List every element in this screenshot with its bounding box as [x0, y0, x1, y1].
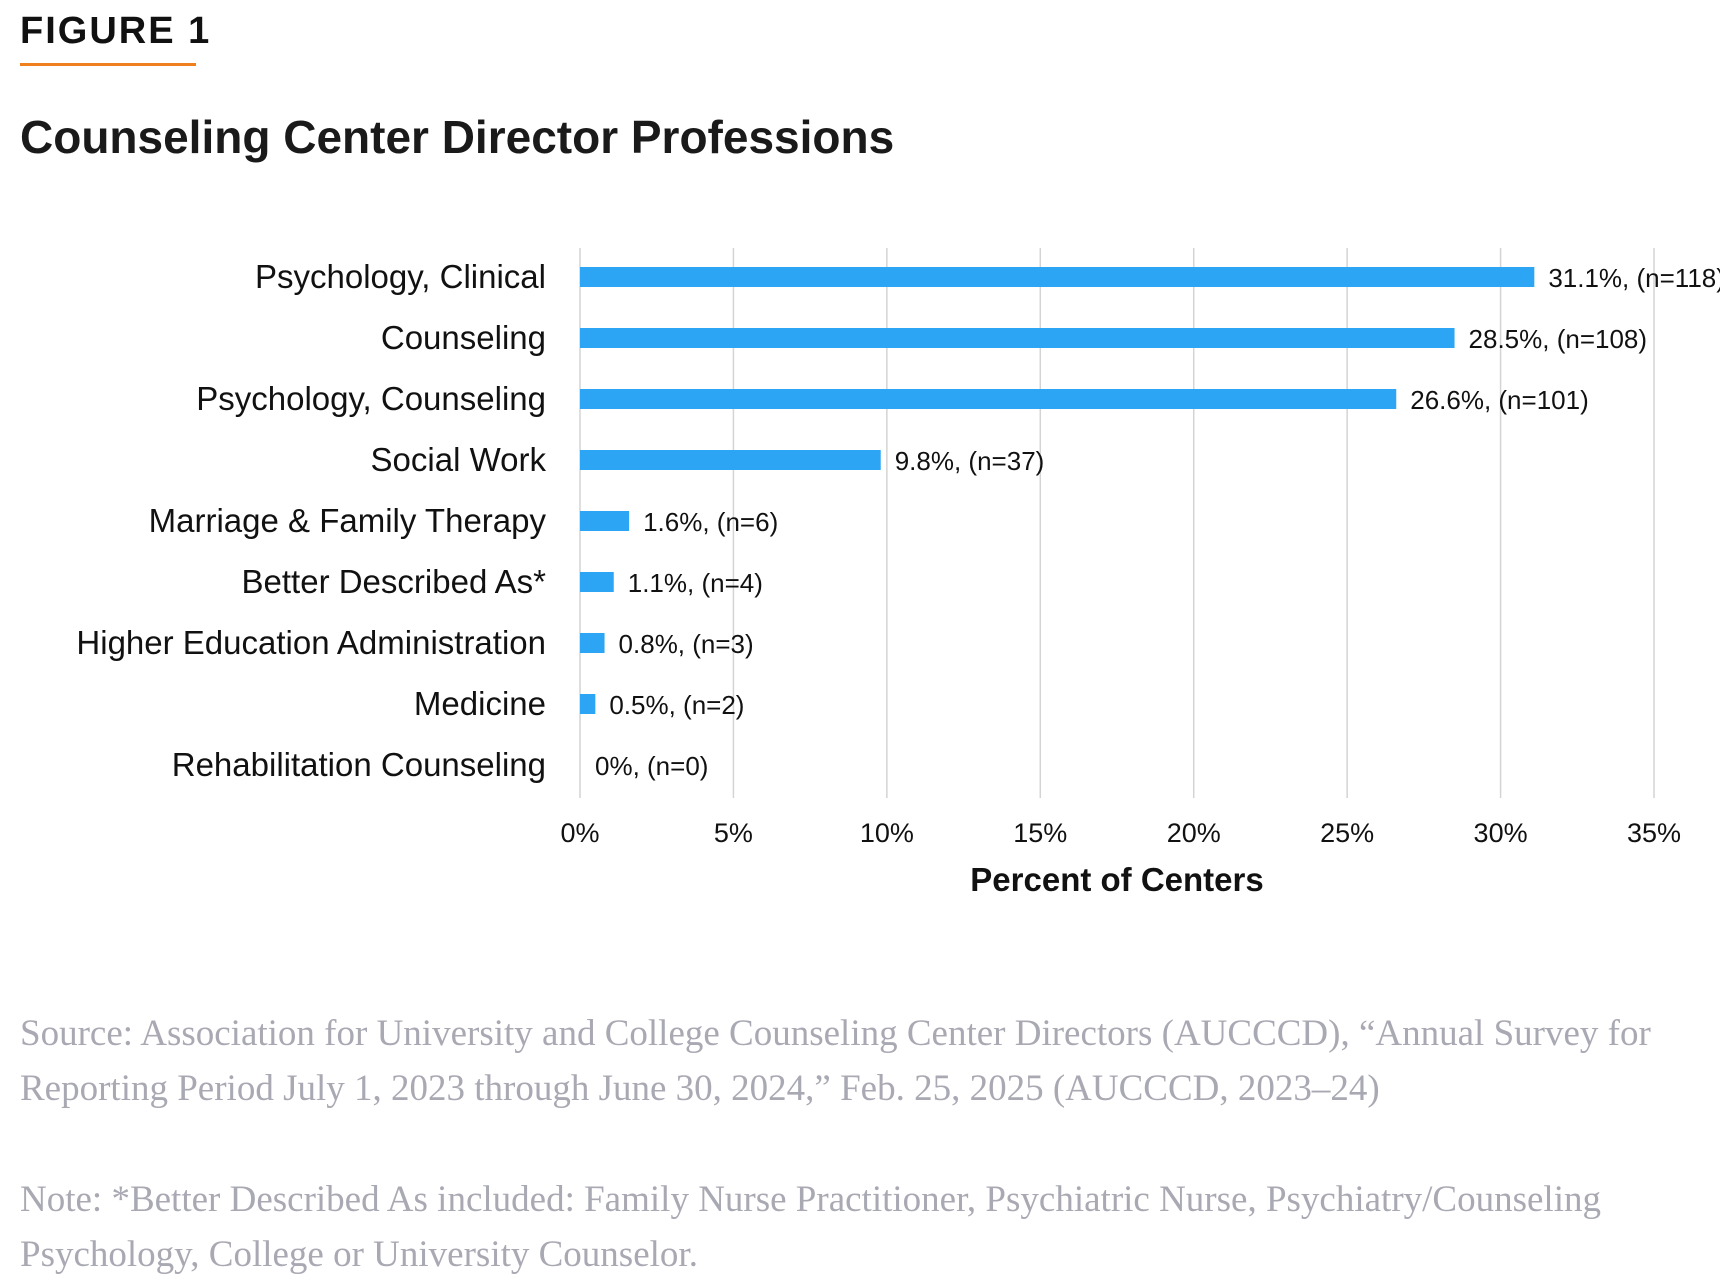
bar	[580, 328, 1455, 348]
x-tick-label: 5%	[714, 818, 753, 848]
bar	[580, 694, 596, 714]
footnote: Note: *Better Described As included: Fam…	[20, 1179, 1601, 1275]
data-label: 0%, (n=0)	[595, 751, 708, 781]
data-label: 1.6%, (n=6)	[643, 507, 778, 537]
data-label: 31.1%, (n=118)	[1548, 263, 1720, 293]
figure-label: FIGURE 1	[20, 10, 212, 52]
data-label: 0.5%, (n=2)	[609, 690, 744, 720]
bar	[580, 572, 614, 592]
bar	[580, 267, 1535, 287]
category-label: Psychology, Counseling	[196, 380, 546, 417]
category-label: Social Work	[371, 441, 547, 478]
data-label: 1.1%, (n=4)	[628, 568, 763, 598]
x-tick-label: 25%	[1320, 818, 1374, 848]
source-note: Source: Association for University and C…	[20, 1013, 1651, 1109]
category-label: Psychology, Clinical	[255, 258, 546, 295]
bar	[580, 633, 605, 653]
category-label: Higher Education Administration	[76, 624, 546, 661]
x-tick-label: 0%	[560, 818, 599, 848]
category-label: Medicine	[414, 685, 546, 722]
chart-title: Counseling Center Director Professions	[20, 111, 895, 163]
figure-label-underline	[20, 63, 196, 66]
data-label: 28.5%, (n=108)	[1469, 324, 1648, 354]
bar-chart: 0% 5% 10% 15% 20% 25% 30% 35% Psychology, Clinic…	[76, 248, 1720, 898]
x-tick-label: 35%	[1627, 818, 1681, 848]
bar	[580, 389, 1397, 409]
x-tick-label: 20%	[1167, 818, 1221, 848]
x-tick-label: 30%	[1474, 818, 1528, 848]
x-axis-title: Percent of Centers	[970, 861, 1263, 898]
data-label: 9.8%, (n=37)	[895, 446, 1045, 476]
category-label: Better Described As*	[242, 563, 547, 600]
category-label: Counseling	[381, 319, 546, 356]
bar	[580, 511, 630, 531]
category-label: Marriage & Family Therapy	[149, 502, 547, 539]
data-label: 26.6%, (n=101)	[1410, 385, 1589, 415]
x-tick-label: 15%	[1013, 818, 1067, 848]
category-label: Rehabilitation Counseling	[172, 746, 546, 783]
bar	[580, 450, 881, 470]
x-tick-label: 10%	[860, 818, 914, 848]
bars	[580, 267, 1535, 714]
labels: 0% 5% 10% 15% 20% 25% 30% 35% Psychology, Clinic…	[76, 258, 1720, 898]
data-label: 0.8%, (n=3)	[619, 629, 754, 659]
